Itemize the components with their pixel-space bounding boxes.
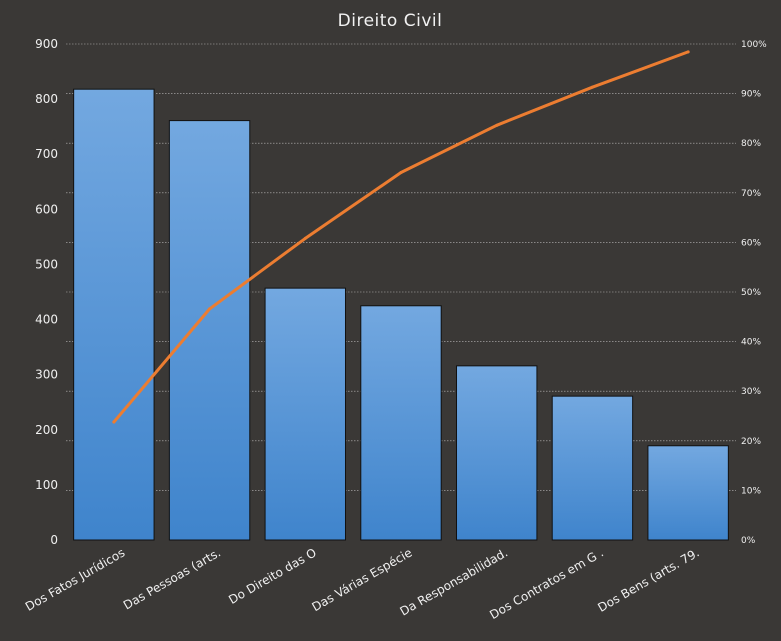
line-point [112,420,116,424]
y2-tick-label: 30% [741,387,761,397]
y2-tick-label: 90% [741,90,761,100]
y2-tick-label: 20% [741,437,761,447]
bar-series [73,88,729,541]
x-tick-label: Das Várias Espécie [310,545,415,614]
y-tick-label: 300 [35,368,58,382]
x-tick-label: Das Pessoas (arts. [121,545,223,612]
cumulative-line-series [112,50,690,424]
line-point [590,85,594,89]
y-tick-label: 400 [35,313,58,327]
primary-y-axis: 0 100 200 300 400 500 600 700 800 900 [35,37,58,547]
line-point [208,307,212,311]
y-tick-label: 500 [35,257,58,271]
y-tick-label: 800 [35,92,58,106]
y-tick-label: 200 [35,423,58,437]
bar [360,305,442,541]
y-tick-label: 700 [35,147,58,161]
bar [456,365,538,541]
y-tick-label: 900 [35,37,58,51]
y-tick-label: 100 [35,478,58,492]
y-tick-label: 600 [35,202,58,216]
bar [647,445,729,541]
y2-tick-label: 40% [741,338,761,348]
y2-tick-label: 60% [741,238,761,248]
line-point [686,50,690,54]
secondary-y-axis: 0% 10% 20% 30% 40% 50% 60% 70% 80% 90% 100% [741,40,767,546]
chart-title: Direito Civil [338,11,443,31]
y2-tick-label: 80% [741,139,761,149]
bar [73,88,155,541]
y2-tick-label: 10% [741,486,761,496]
bar [168,120,251,541]
line-point [303,236,307,240]
line-point [399,170,403,174]
x-tick-label: Dos Bens (arts. 79. [595,545,701,614]
x-tick-label: Dos Fatos Jurídicos [23,545,127,613]
bar [264,287,346,541]
y2-tick-label: 50% [741,288,761,298]
y-tick-label: 0 [50,533,58,547]
x-tick-label: Do Direito das O [226,545,318,606]
bar [551,395,634,541]
line-point [495,123,499,127]
y2-tick-label: 0% [741,536,756,546]
y2-tick-label: 100% [741,40,767,50]
y2-tick-label: 70% [741,189,761,199]
